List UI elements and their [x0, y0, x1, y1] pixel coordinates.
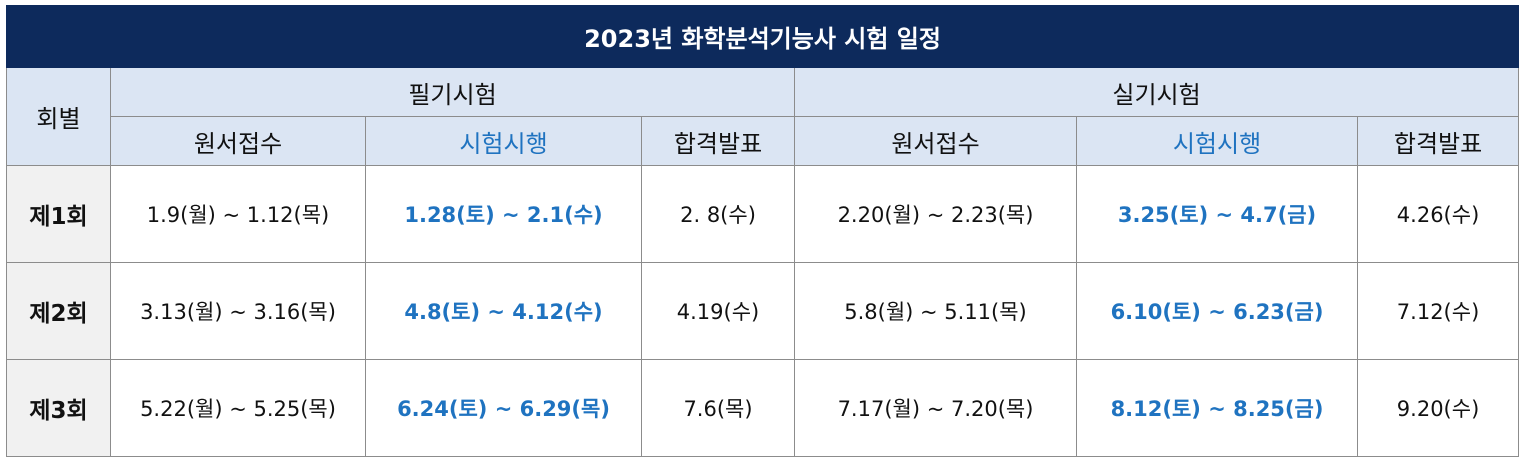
practical-exam-cell: 6.10(토) ~ 6.23(금): [1076, 262, 1358, 360]
round-label: 제2회: [6, 262, 111, 360]
round-label: 제3회: [6, 359, 111, 457]
practical-result-cell: 4.26(수): [1356, 165, 1520, 263]
written-exam-header: 필기시험: [110, 67, 795, 117]
sub-header-row: 원서접수 시험시행 합격발표 원서접수 시험시행 합격발표: [7, 116, 1520, 166]
written-result-cell: 7.6(목): [641, 359, 795, 457]
table-row: 제2회 3.13(월) ~ 3.16(목) 4.8(토) ~ 4.12(수) 4…: [6, 262, 1520, 360]
written-apply-cell: 5.22(월) ~ 5.25(목): [110, 359, 366, 457]
exam-schedule-table: 2023년 화학분석기능사 시험 일정 회별 필기시험 실기시험 원서접수 시험…: [5, 5, 1520, 457]
practical-exam-cell: 3.25(토) ~ 4.7(금): [1076, 165, 1358, 263]
table-row: 제1회 1.9(월) ~ 1.12(목) 1.28(토) ~ 2.1(수) 2.…: [6, 165, 1520, 263]
written-apply-cell: 3.13(월) ~ 3.16(목): [110, 262, 366, 360]
practical-apply-cell: 5.8(월) ~ 5.11(목): [794, 262, 1077, 360]
written-exam-date-header: 시험시행: [365, 116, 642, 166]
written-result-cell: 4.19(수): [641, 262, 795, 360]
table-title: 2023년 화학분석기능사 시험 일정: [5, 5, 1520, 68]
written-exam-cell: 4.8(토) ~ 4.12(수): [365, 262, 642, 360]
practical-apply-cell: 2.20(월) ~ 2.23(목): [794, 165, 1077, 263]
written-result-header: 합격발표: [641, 116, 795, 166]
round-label: 제1회: [6, 165, 111, 263]
round-column-header: 회별: [6, 67, 111, 166]
practical-apply-header: 원서접수: [794, 116, 1077, 166]
group-header-row: 회별 필기시험 실기시험: [6, 67, 1520, 166]
written-exam-cell: 6.24(토) ~ 6.29(목): [365, 359, 642, 457]
practical-result-cell: 7.12(수): [1356, 262, 1520, 360]
table-row: 제3회 5.22(월) ~ 5.25(목) 6.24(토) ~ 6.29(목) …: [6, 359, 1520, 457]
practical-exam-cell: 8.12(토) ~ 8.25(금): [1076, 359, 1358, 457]
practical-exam-header: 실기시험: [793, 67, 1520, 117]
written-result-cell: 2. 8(수): [641, 165, 795, 263]
written-exam-cell: 1.28(토) ~ 2.1(수): [365, 165, 642, 263]
written-apply-cell: 1.9(월) ~ 1.12(목): [110, 165, 366, 263]
written-apply-header: 원서접수: [110, 116, 366, 166]
practical-result-cell: 9.20(수): [1356, 359, 1520, 457]
practical-apply-cell: 7.17(월) ~ 7.20(목): [794, 359, 1077, 457]
practical-result-header: 합격발표: [1356, 116, 1520, 166]
practical-exam-date-header: 시험시행: [1076, 116, 1358, 166]
title-row: 2023년 화학분석기능사 시험 일정: [5, 5, 1520, 68]
